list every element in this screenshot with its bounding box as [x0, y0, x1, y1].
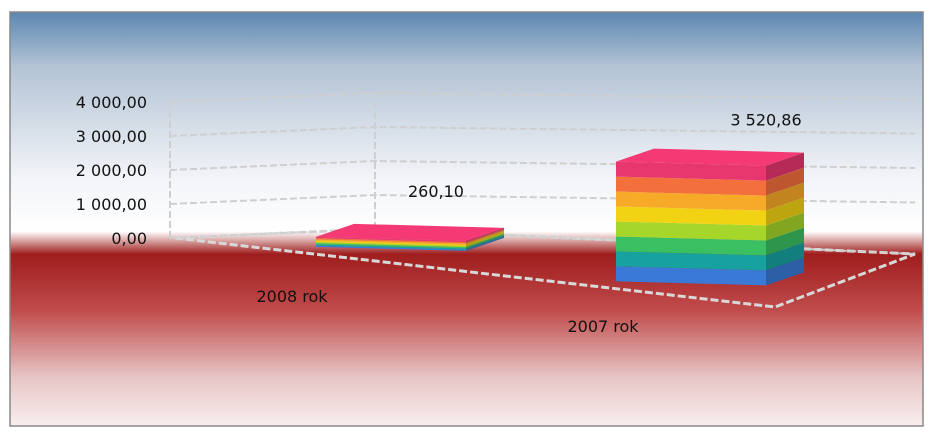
category-label: 2007 rok [567, 317, 639, 336]
bar-slice-front [616, 236, 766, 256]
bar-slice-front [316, 245, 466, 251]
bar-slice-side [466, 231, 504, 246]
bar-slice-front [616, 161, 766, 181]
category-label: 2008 rok [256, 287, 328, 306]
bar-slice-front [616, 221, 766, 241]
bar-slice-front [316, 243, 466, 249]
bar-slice-front [616, 206, 766, 226]
category-labels: 2008 rok 2007 rok [256, 287, 639, 336]
bar-slice-side [466, 232, 504, 248]
y-tick-label: 4 000,00 [76, 93, 147, 112]
bar-slice-side [466, 227, 504, 243]
bar-slice-front [616, 191, 766, 211]
bar-slice-side [466, 234, 504, 249]
bar-slice-front [316, 241, 466, 248]
bar-slice-side [766, 212, 804, 241]
bar-slice-side [766, 227, 804, 256]
value-label: 260,10 [408, 182, 464, 201]
bars-layer [316, 148, 804, 286]
bar-slice-front [616, 176, 766, 196]
bar-slice-side [766, 197, 804, 226]
bar-slice-side [466, 229, 504, 244]
bar-slice-front [616, 251, 766, 271]
bar-1 [616, 148, 804, 286]
y-tick-label: 1 000,00 [76, 195, 147, 214]
bar-slice-side [766, 257, 804, 286]
bar-slice-front [316, 240, 466, 246]
value-label: 3 520,86 [730, 111, 801, 130]
bar-slice-side [766, 242, 804, 271]
bar-slice-front [316, 236, 466, 243]
value-labels: 260,10 3 520,86 [408, 111, 802, 201]
axis-labels: 0,00 1 000,00 2 000,00 3 000,00 4 000,00 [76, 93, 147, 248]
bar-slice-side [466, 230, 504, 245]
bar-slice-front [316, 244, 466, 250]
bar-slice-side [766, 182, 804, 211]
bar-slice-side [466, 235, 504, 250]
bar-slice-front [316, 238, 466, 244]
bar-top [616, 148, 804, 166]
bar-slice-front [316, 239, 466, 245]
bar-0 [316, 223, 504, 251]
bar-slice-side [766, 167, 804, 196]
y-tick-label: 3 000,00 [76, 127, 147, 146]
bar-slice-side [466, 236, 504, 251]
y-tick-label: 0,00 [111, 229, 147, 248]
bar-slice-side [766, 152, 804, 181]
bar-top [316, 223, 504, 241]
bar-slice-front [616, 266, 766, 286]
y-tick-label: 2 000,00 [76, 161, 147, 180]
